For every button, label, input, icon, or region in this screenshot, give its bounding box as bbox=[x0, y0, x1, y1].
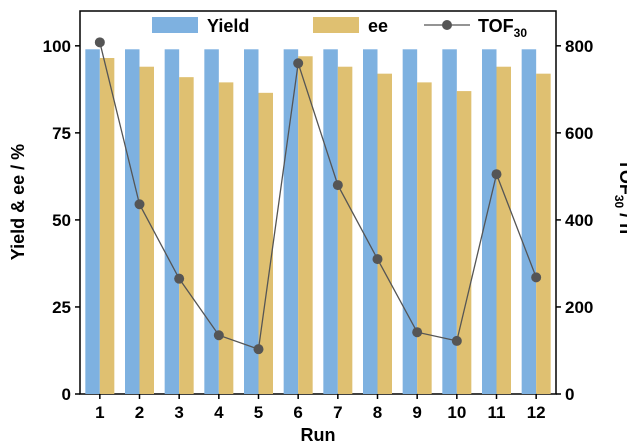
bar-ee-run-6 bbox=[298, 56, 313, 394]
y-tick-label: 50 bbox=[52, 211, 71, 230]
bar-ee-run-2 bbox=[139, 66, 154, 394]
legend-label-yield: Yield bbox=[207, 16, 249, 36]
bar-ee-run-1 bbox=[99, 58, 115, 394]
bar-yield-run-9 bbox=[402, 49, 418, 395]
y-tick-label: 0 bbox=[62, 385, 71, 404]
x-tick-label: 12 bbox=[527, 403, 546, 422]
x-tick-label: 8 bbox=[373, 403, 382, 422]
bar-ee-run-8 bbox=[377, 73, 392, 394]
bar-yield-run-7 bbox=[323, 49, 338, 395]
y2-tick-label: 0 bbox=[565, 385, 574, 404]
y2-tick-label: 200 bbox=[565, 298, 593, 317]
tof-point-run-3 bbox=[174, 273, 185, 284]
y-tick-label: 100 bbox=[43, 37, 71, 56]
tof-point-run-7 bbox=[332, 180, 343, 191]
tof-point-run-6 bbox=[293, 58, 304, 69]
y-axis-title: Yield & ee / % bbox=[8, 144, 28, 260]
x-tick-label: 11 bbox=[488, 403, 506, 422]
y2-tick-label: 600 bbox=[565, 124, 593, 143]
tof-point-run-8 bbox=[372, 254, 383, 265]
y-tick-label: 75 bbox=[52, 124, 71, 143]
bar-yield-run-11 bbox=[482, 49, 497, 395]
x-axis: 1 2 3 4 5 6 7 8 9 10 11 12 bbox=[95, 394, 546, 422]
y-axis-right: 0 200 400 600 800 bbox=[556, 37, 593, 404]
bar-ee-run-12 bbox=[536, 73, 551, 394]
x-tick-label: 10 bbox=[447, 403, 466, 422]
bar-yield-run-3 bbox=[164, 49, 180, 395]
bar-yield-run-6 bbox=[283, 49, 299, 395]
tof-point-run-5 bbox=[253, 344, 264, 355]
bar-yield-run-12 bbox=[521, 49, 537, 395]
x-tick-label: 9 bbox=[412, 403, 421, 422]
tof-point-run-2 bbox=[134, 199, 145, 210]
bar-ee-run-4 bbox=[218, 82, 234, 395]
legend: Yield ee TOF30 bbox=[152, 16, 527, 40]
x-tick-label: 5 bbox=[254, 403, 263, 422]
bars-layer bbox=[85, 49, 551, 395]
tof-series-line bbox=[99, 42, 537, 351]
tof-point-run-4 bbox=[213, 330, 224, 341]
y2-tick-label: 400 bbox=[565, 211, 593, 230]
tof-point-run-11 bbox=[491, 169, 502, 180]
legend-label-ee: ee bbox=[368, 16, 388, 36]
x-tick-label: 4 bbox=[214, 403, 224, 422]
x-tick-label: 1 bbox=[95, 403, 104, 422]
bar-ee-run-9 bbox=[417, 82, 432, 395]
x-tick-label: 6 bbox=[293, 403, 302, 422]
legend-marker-tof bbox=[442, 20, 452, 30]
y-tick-label: 25 bbox=[52, 298, 71, 317]
bar-yield-run-5 bbox=[244, 49, 259, 395]
bar-yield-run-2 bbox=[125, 49, 140, 395]
legend-label-tof: TOF30 bbox=[478, 16, 527, 40]
x-tick-label: 3 bbox=[174, 403, 183, 422]
bar-ee-run-10 bbox=[456, 91, 472, 394]
y2-axis-title: TOF30 / h-1 bbox=[612, 159, 627, 245]
bar-yield-run-1 bbox=[85, 49, 100, 395]
legend-swatch-ee bbox=[313, 17, 359, 33]
plot-frame bbox=[79, 10, 557, 395]
tof-point-run-12 bbox=[531, 272, 542, 283]
x-tick-label: 2 bbox=[135, 403, 144, 422]
bar-ee-run-3 bbox=[179, 77, 194, 395]
x-tick-label: 7 bbox=[333, 403, 342, 422]
bar-yield-run-4 bbox=[204, 49, 219, 395]
y2-tick-label: 800 bbox=[565, 37, 593, 56]
tof-point-run-9 bbox=[412, 327, 423, 338]
line-layer bbox=[94, 37, 542, 355]
x-axis-title: Run bbox=[301, 425, 336, 445]
bar-yield-run-8 bbox=[363, 49, 378, 395]
y-axis-left: 0 25 50 75 100 bbox=[43, 37, 80, 404]
bar-ee-run-7 bbox=[337, 66, 353, 394]
legend-swatch-yield bbox=[152, 17, 198, 33]
tof-point-run-1 bbox=[94, 37, 105, 48]
bar-ee-run-11 bbox=[496, 66, 511, 394]
tof-point-run-10 bbox=[451, 335, 462, 346]
bar-yield-run-10 bbox=[442, 49, 457, 395]
